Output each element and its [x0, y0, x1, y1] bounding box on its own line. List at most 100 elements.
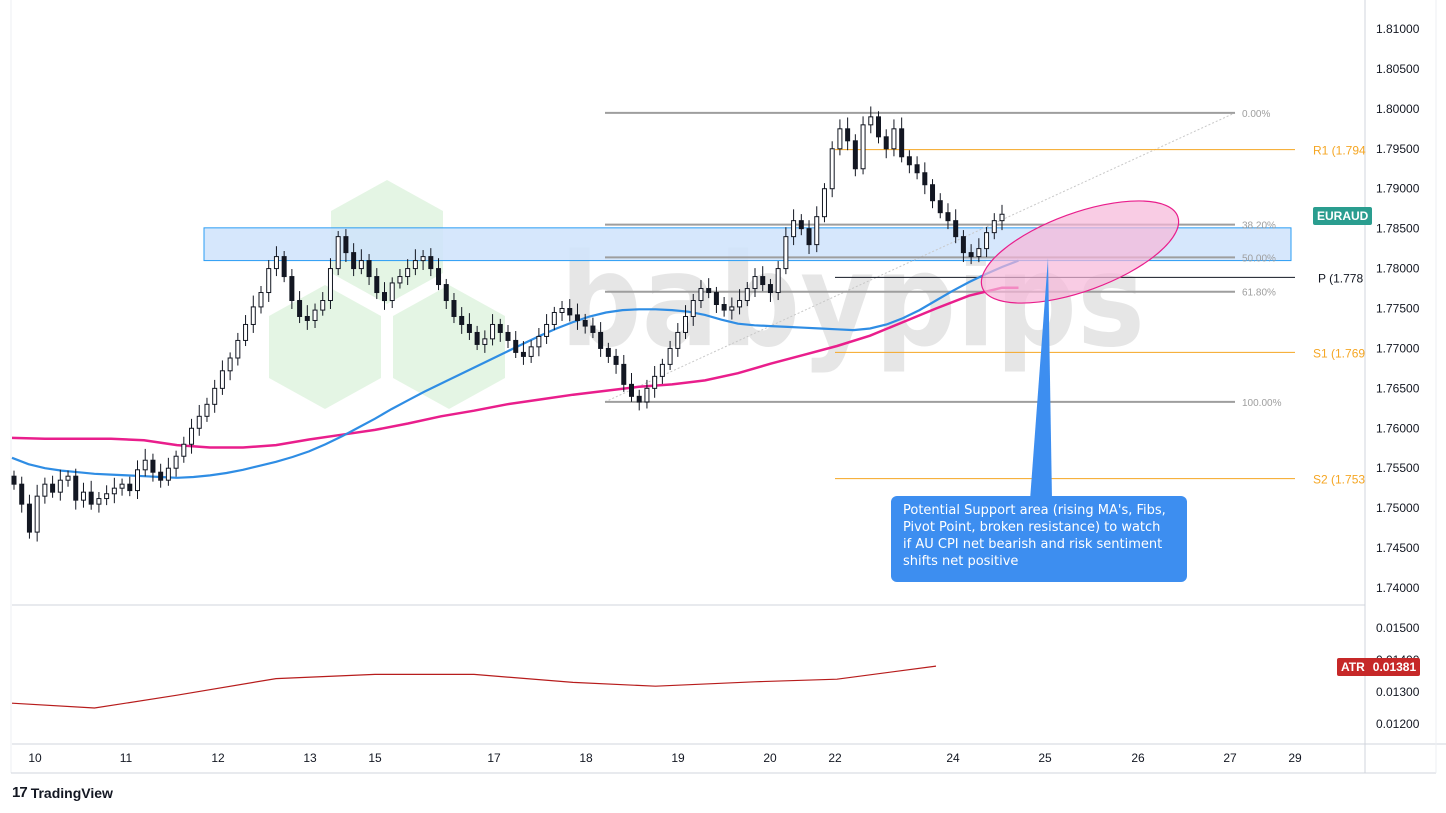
candle-bull [544, 323, 550, 337]
candle-bull [412, 260, 418, 270]
candle-bear [906, 156, 912, 166]
candle-bear [26, 503, 32, 533]
candle-bear [960, 236, 966, 254]
atr-tick-label: 0.01300 [1376, 685, 1420, 699]
candle-bear [127, 483, 133, 492]
candle-bull [976, 248, 982, 258]
candle-bull [204, 403, 210, 417]
candle-bear [443, 284, 449, 302]
candle-bear [930, 184, 936, 202]
price-tick-label: 1.79000 [1376, 182, 1420, 196]
candle-bear [513, 339, 519, 353]
price-tick-label: 1.78000 [1376, 262, 1420, 276]
candle-bull [814, 216, 820, 246]
candle-bear [621, 363, 627, 385]
candle-bear [297, 300, 303, 317]
support-callout[interactable]: Potential Support area (rising MA's, Fib… [891, 496, 1187, 582]
candle-bull [273, 256, 279, 270]
atr-line [11, 665, 937, 709]
candle-bull [984, 232, 990, 250]
fib-level-label: 0.00% [1242, 109, 1270, 120]
fib-trend-line [604, 112, 1236, 403]
candle-bear [19, 483, 25, 505]
candle-bull [559, 308, 565, 313]
candle-bear [451, 300, 457, 317]
time-tick-label: 12 [211, 751, 225, 765]
candle-bull [659, 363, 665, 377]
candle-bull [181, 443, 187, 457]
candle-bull [490, 323, 496, 340]
time-tick-label: 13 [303, 751, 317, 765]
candle-bull [80, 491, 86, 501]
candle-bear [598, 331, 604, 349]
candle-bear [760, 276, 766, 286]
candle-bull [135, 469, 140, 492]
candle-bear [574, 314, 580, 321]
candle-bull [227, 357, 233, 372]
candle-bear [88, 491, 94, 505]
candle-bull [783, 236, 789, 270]
candle-bear [150, 459, 156, 473]
price-tick-label: 1.75000 [1376, 501, 1420, 515]
price-tick-label: 1.74000 [1376, 581, 1420, 595]
candle-bear [73, 475, 79, 501]
tradingview-branding[interactable]: 17 TradingView [12, 784, 113, 801]
pivot-label: S1 (1.769 [1313, 346, 1365, 360]
candle-bull [219, 370, 225, 389]
price-tick-label: 1.75500 [1376, 461, 1420, 475]
candle-bull [389, 282, 395, 302]
candle-bear [459, 315, 465, 325]
candle-bull [536, 335, 542, 348]
candle-bear [713, 292, 719, 306]
candle-bear [605, 347, 611, 357]
candle-bull [266, 268, 272, 294]
candle-bear [11, 475, 17, 485]
price-tick-label: 1.77500 [1376, 302, 1420, 316]
fib-level-label: 100.00% [1242, 398, 1282, 409]
fib-level-label: 61.80% [1242, 288, 1276, 299]
candle-bull [142, 459, 148, 471]
candle-bull [405, 268, 411, 278]
candle-bear [876, 116, 881, 138]
candle-bull [675, 331, 681, 349]
time-tick-label: 18 [579, 751, 593, 765]
candle-bear [374, 276, 380, 294]
time-tick-label: 20 [763, 751, 777, 765]
candle-bull [644, 387, 650, 403]
candle-bear [158, 471, 164, 481]
candle-bull [868, 116, 874, 126]
candle-bull [775, 268, 781, 294]
candle-bull [104, 493, 110, 500]
candle-bull [57, 479, 63, 493]
price-tick-label: 1.79500 [1376, 142, 1420, 156]
candle-bull [551, 311, 557, 325]
price-tick-label: 1.81000 [1376, 22, 1420, 36]
candle-bull [243, 323, 249, 341]
price-tick-label: 1.80500 [1376, 62, 1420, 76]
candle-bear [798, 220, 804, 230]
candle-bull [173, 455, 179, 469]
fib-level-label: 50.00% [1242, 253, 1276, 264]
callout-pointer [1030, 258, 1052, 500]
time-tick-label: 15 [368, 751, 382, 765]
price-tick-label: 1.80000 [1376, 102, 1420, 116]
candle-bull [482, 338, 488, 345]
candle-bear [922, 172, 928, 186]
annotation-layer [980, 200, 1180, 500]
time-tick-label: 29 [1288, 751, 1302, 765]
candle-bear [767, 284, 773, 294]
candle-bear [721, 304, 727, 311]
candle-bull [189, 427, 195, 445]
candle-bear [466, 323, 472, 333]
candle-bull [258, 292, 264, 308]
candle-bear [590, 325, 596, 333]
price-tick-label: 1.76000 [1376, 421, 1420, 435]
time-tick-label: 22 [828, 751, 842, 765]
candle-bear [914, 164, 920, 174]
candle-bear [50, 483, 56, 493]
pivot-label: S2 (1.753 [1313, 473, 1365, 487]
time-tick-label: 10 [28, 751, 42, 765]
candle-bull [690, 300, 696, 317]
support-ellipse [980, 200, 1180, 304]
